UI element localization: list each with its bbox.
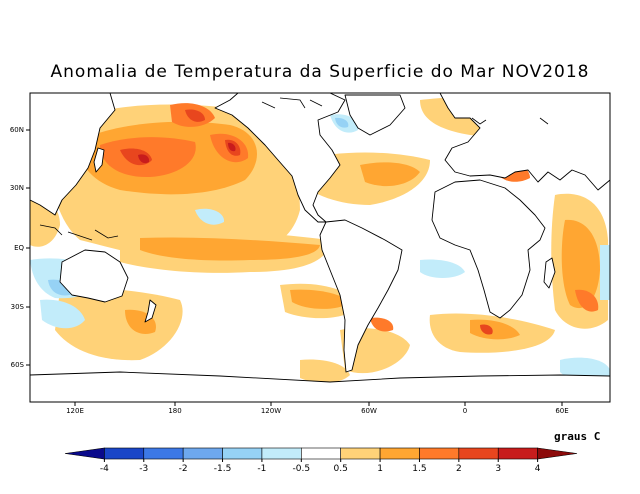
colorbar-swatch [301, 447, 341, 460]
coastlines [30, 93, 610, 402]
colorbar-label: -0.5 [293, 464, 311, 474]
colorbar-swatch [261, 447, 302, 460]
islands [39, 97, 549, 241]
colorbar-label: -2 [179, 464, 188, 474]
lon-label-120w: 120W [261, 407, 281, 415]
colorbar-swatch [419, 447, 460, 460]
colorbar-arrow-high [537, 447, 578, 460]
colorbar-label: -4 [100, 464, 109, 474]
anomaly-field [30, 93, 610, 402]
colorbar-label: 0.5 [334, 464, 348, 474]
colorbar-swatch [182, 447, 223, 460]
colorbar-label: 1 [377, 464, 383, 474]
units-label: graus C [554, 430, 601, 443]
colorbar-arrow-low [64, 447, 105, 460]
colorbar-swatch [458, 447, 499, 460]
lon-label-0: 0 [463, 407, 467, 415]
colorbar-swatch [340, 447, 381, 460]
lat-label-30s: 30S [11, 303, 25, 311]
lon-label-180: 180 [168, 407, 181, 415]
colorbar-label: 1.5 [412, 464, 426, 474]
colorbar-swatch [497, 447, 538, 460]
lon-label-60e: 60E [555, 407, 568, 415]
colorbar-label: -3 [139, 464, 148, 474]
colorbar-swatch [143, 447, 184, 460]
colorbar-swatch [222, 447, 263, 460]
colorbar-label: 4 [535, 464, 541, 474]
colorbar-label: 2 [456, 464, 462, 474]
colorbar-label: -1 [257, 464, 266, 474]
colorbar-label: 3 [495, 464, 501, 474]
lat-label-60n: 60N [10, 126, 24, 134]
map-title: Anomalia de Temperatura da Superficie do… [50, 62, 590, 82]
lon-label-60w: 60W [361, 407, 377, 415]
colorbar: -4 -3 -2 -1.5 -1 -0.5 0.5 1 1.5 2 3 4 [64, 447, 578, 474]
colorbar-swatch [379, 447, 420, 460]
lat-label-eq: EQ [14, 244, 24, 252]
colorbar-swatch [104, 447, 145, 460]
lat-label-60s: 60S [11, 361, 25, 369]
colorbar-label: -1.5 [214, 464, 232, 474]
lon-label-120e: 120E [66, 407, 84, 415]
lat-label-30n: 30N [10, 184, 24, 192]
